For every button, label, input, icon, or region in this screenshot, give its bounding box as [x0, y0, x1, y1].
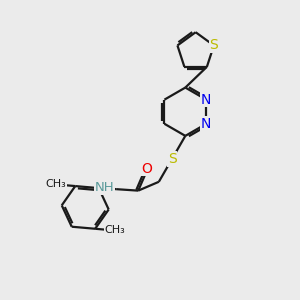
Text: CH₃: CH₃	[104, 226, 125, 236]
Text: CH₃: CH₃	[45, 179, 66, 189]
Text: N: N	[201, 93, 211, 106]
Text: NH: NH	[95, 181, 115, 194]
Text: N: N	[201, 117, 211, 131]
Text: S: S	[209, 38, 218, 52]
Text: S: S	[168, 152, 176, 166]
Text: O: O	[141, 161, 152, 176]
